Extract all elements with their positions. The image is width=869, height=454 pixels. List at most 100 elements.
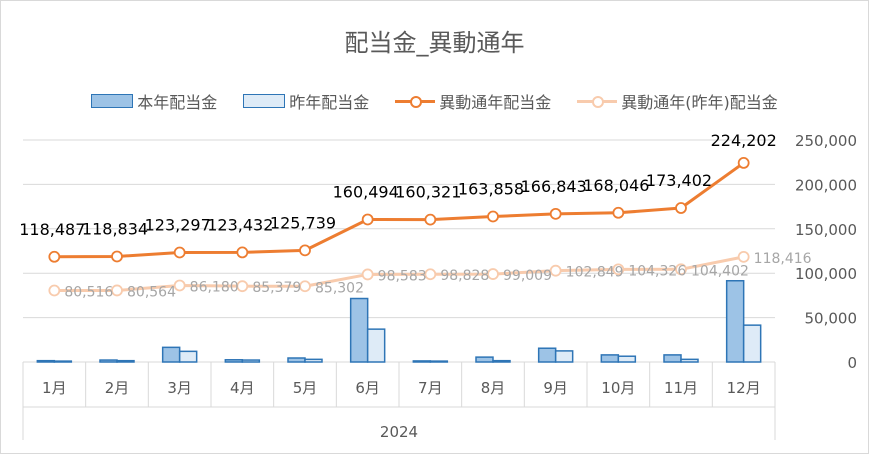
chart-legend: 本年配当金 昨年配当金 異動通年配当金 異動通年(昨年)配当金 [1,89,868,113]
y-tick-label: 200,000 [795,176,857,194]
legend-label-current-year: 本年配当金 [137,93,218,112]
legend-item-cumulative-last-year: 異動通年(昨年)配当金 [577,89,778,113]
bar-last-year [742,324,762,363]
data-label-cumulative-last-year: 85,302 [315,280,364,296]
x-tick-label: 11月 [664,379,698,397]
point-cumulative-last-year [173,279,186,292]
data-label-cumulative-last-year: 102,849 [566,265,624,281]
bar-current-year [600,354,620,363]
x-tick-label: 10月 [601,379,635,397]
bar-current-year [349,297,369,363]
data-label-cumulative: 118,834 [82,219,148,238]
legend-item-last-year: 昨年配当金 [243,89,369,113]
bar-last-year [241,359,261,363]
x-tick-label: 2月 [105,379,130,397]
point-cumulative-last-year [675,263,687,276]
bar-last-year [554,350,574,363]
y-tick-label: 50,000 [805,310,858,328]
point-cumulative [612,206,625,219]
bar-current-year [725,279,745,363]
data-label-cumulative-last-year: 99,009 [503,268,552,284]
data-label-cumulative-last-year: 98,583 [378,268,427,284]
data-label-cumulative-last-year: 98,828 [440,268,489,284]
bar-current-year [537,347,557,363]
data-label-cumulative: 160,494 [333,182,399,201]
point-cumulative-last-year [737,250,750,263]
point-cumulative [48,250,61,263]
bar-current-year [99,359,118,363]
legend-label-last-year: 昨年配当金 [289,93,370,112]
bar-last-year [617,355,637,363]
data-label-cumulative-last-year: 85,379 [252,280,301,296]
point-cumulative-last-year [48,284,61,297]
point-cumulative [236,246,249,259]
x-tick-label: 8月 [481,379,506,397]
data-label-cumulative-last-year: 118,416 [754,251,812,267]
x-tick-label: 3月 [167,379,192,397]
point-cumulative [424,213,437,226]
data-label-cumulative-last-year: 86,180 [190,279,239,295]
bar-current-year [161,346,181,363]
point-cumulative [737,157,750,169]
x-group-label: 2024 [380,423,418,441]
point-cumulative-last-year [361,268,374,281]
point-cumulative [111,250,123,263]
y-tick-label: 0 [847,354,857,372]
x-tick-label: 7月 [418,379,443,397]
data-label-cumulative: 173,402 [646,171,712,190]
point-cumulative [549,207,562,220]
bar-current-year [224,359,244,363]
bar-last-year [53,360,73,363]
bar-current-year [36,359,56,363]
y-tick-label: 250,000 [795,132,857,150]
point-cumulative [299,244,311,257]
data-label-cumulative-last-year: 80,516 [64,285,113,301]
data-label-cumulative: 118,487 [19,220,85,239]
bar-current-year [412,360,432,363]
data-label-cumulative: 224,202 [711,131,777,150]
point-cumulative [675,202,687,214]
point-cumulative [487,210,499,223]
bar-last-year [366,328,386,363]
bar-last-year [178,350,198,363]
data-label-cumulative: 125,739 [270,213,336,232]
legend-swatch-current-year [91,94,134,108]
data-label-cumulative: 166,843 [521,177,587,196]
point-cumulative-last-year [299,280,311,293]
bar-current-year [663,354,682,363]
data-label-cumulative-last-year: 80,564 [127,284,176,300]
bar-last-year [680,358,699,363]
line-cumulative-last-year [54,255,744,293]
point-cumulative [173,246,186,259]
x-tick-label: 1月 [42,379,67,397]
data-label-cumulative: 163,858 [458,179,524,198]
bar-last-year [492,359,511,363]
point-cumulative-last-year [111,284,123,297]
bar-last-year [116,359,135,363]
x-tick-label: 9月 [543,379,568,397]
legend-swatch-last-year [243,94,286,108]
x-tick-label: 4月 [230,379,255,397]
legend-label-cumulative: 異動通年配当金 [439,93,552,112]
data-label-cumulative: 160,321 [395,183,461,202]
legend-item-cumulative: 異動通年配当金 [395,89,551,113]
line-cumulative [54,161,745,259]
point-cumulative-last-year [612,263,625,276]
point-cumulative-last-year [487,268,499,280]
bar-current-year [287,357,306,363]
point-cumulative-last-year [549,264,562,277]
legend-swatch-cumulative-last-year [577,95,618,108]
x-tick-label: 12月 [727,379,761,397]
x-tick-label: 6月 [355,379,380,397]
data-label-cumulative: 168,046 [583,176,649,195]
y-tick-label: 100,000 [795,265,857,283]
legend-swatch-cumulative [395,95,436,108]
data-label-cumulative: 123,297 [145,216,211,235]
point-cumulative [361,213,374,226]
data-label-cumulative-last-year: 104,326 [628,263,686,279]
chart-title: 配当金_異動通年 [344,29,525,57]
bar-last-year [429,360,449,363]
bar-last-year [304,358,323,363]
point-cumulative-last-year [424,268,437,281]
legend-label-cumulative-last-year: 異動通年(昨年)配当金 [621,93,778,112]
